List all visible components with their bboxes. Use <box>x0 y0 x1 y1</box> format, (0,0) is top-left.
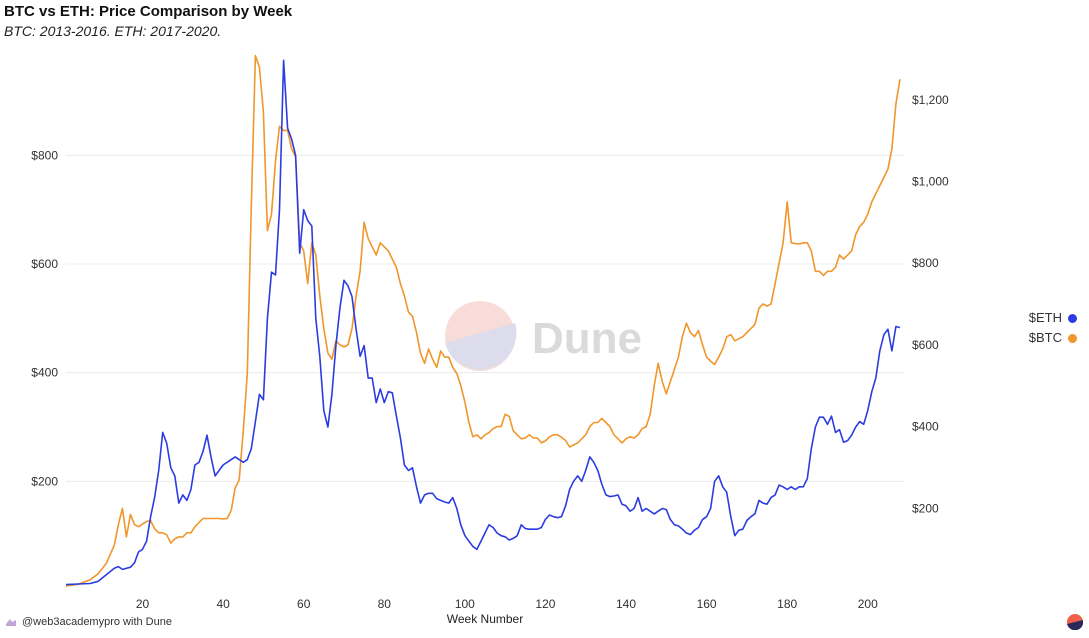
footer-attribution[interactable]: @web3academypro with Dune <box>6 616 172 628</box>
dune-watermark: Dune <box>445 301 642 371</box>
y-right-tick-label: $400 <box>912 420 939 434</box>
legend: $ETH $BTC <box>1029 308 1077 348</box>
y-right-tick-label: $1,200 <box>912 93 949 107</box>
legend-item-eth[interactable]: $ETH <box>1029 308 1077 328</box>
x-tick-label: 120 <box>535 597 555 611</box>
x-tick-label: 140 <box>616 597 636 611</box>
y-right-tick-label: $800 <box>912 256 939 270</box>
y-left-tick-label: $800 <box>31 148 58 162</box>
btc-dot-icon <box>1068 333 1077 343</box>
x-tick-label: 100 <box>455 597 475 611</box>
series-line-eth[interactable] <box>65 59 901 586</box>
eth-dot-icon <box>1068 313 1077 323</box>
y-left-tick-label: $200 <box>31 474 58 488</box>
series-line-btc[interactable] <box>65 54 901 587</box>
watermark-text: Dune <box>532 314 642 363</box>
chart-title: BTC vs ETH: Price Comparison by Week <box>4 3 293 20</box>
x-tick-label: 200 <box>858 597 878 611</box>
x-tick-label: 40 <box>216 597 230 611</box>
y-right-tick-label: $200 <box>912 501 939 515</box>
chart-subtitle: BTC: 2013-2016. ETH: 2017-2020. <box>4 23 222 39</box>
dune-small-icon <box>6 619 16 626</box>
x-tick-label: 20 <box>136 597 150 611</box>
x-tick-label: 180 <box>777 597 797 611</box>
attribution-text: @web3academypro with Dune <box>22 616 172 628</box>
x-axis-label: Week Number <box>447 612 523 626</box>
dune-logo-icon[interactable] <box>1067 614 1083 630</box>
y-right-tick-label: $1,000 <box>912 174 949 188</box>
y-right-tick-label: $600 <box>912 338 939 352</box>
legend-label-btc: $BTC <box>1028 330 1062 345</box>
x-tick-label: 60 <box>297 597 311 611</box>
x-tick-label: 160 <box>697 597 717 611</box>
x-tick-label: 80 <box>378 597 392 611</box>
y-left-tick-label: $600 <box>31 257 58 271</box>
legend-label-eth: $ETH <box>1028 310 1062 325</box>
legend-item-btc[interactable]: $BTC <box>1029 328 1077 348</box>
y-left-tick-label: $400 <box>31 366 58 380</box>
